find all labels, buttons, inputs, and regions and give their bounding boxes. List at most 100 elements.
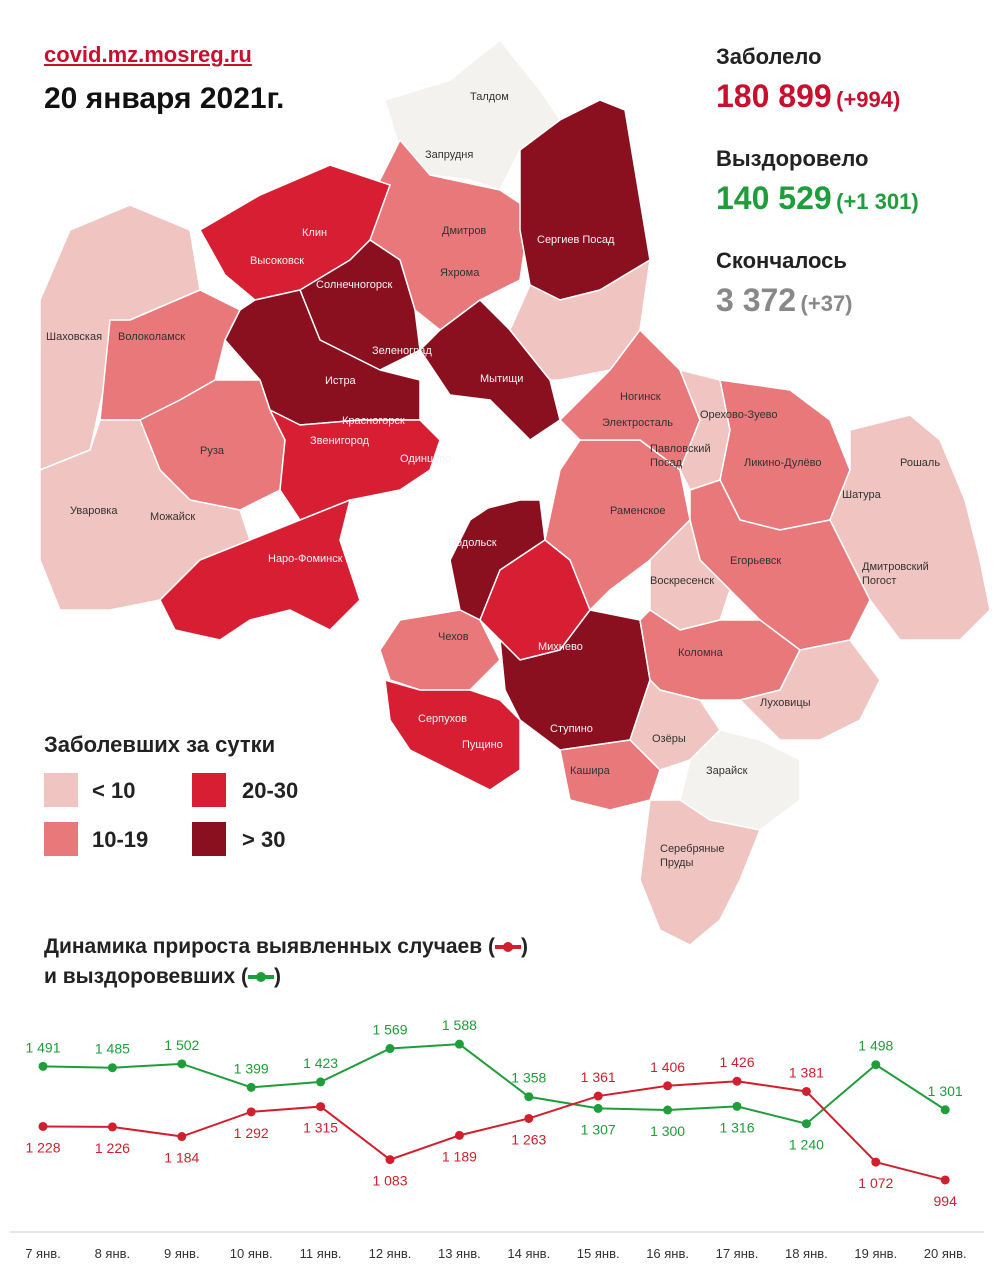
recovered-point: [385, 1044, 395, 1054]
place-label: Серебряные: [660, 843, 725, 855]
infected-data-label: 1 083: [372, 1173, 407, 1189]
chart-title-line1-end: ): [520, 935, 528, 958]
recovered-label: Выздоровело: [716, 146, 869, 171]
died-stat: 3 372 (+37): [716, 282, 853, 319]
place-label: Дмитров: [442, 225, 486, 237]
date-title: 20 января 2021г.: [44, 82, 285, 115]
recovered-data-label: 1 569: [372, 1022, 407, 1038]
place-label: Дмитровский: [862, 561, 929, 573]
place-label: Павловский: [650, 443, 711, 455]
place-label: Пруды: [660, 857, 693, 869]
place-label: Волоколамск: [118, 331, 185, 343]
moscow-region-map: Талдом Запрудня Дмитров Яхрома Сергиев Посад…: [39, 39, 991, 946]
infected-series-line: [42, 1080, 946, 1181]
chart-title-line2-end: ): [273, 965, 281, 988]
place-label: Воскресенск: [650, 575, 714, 587]
x-tick-label: 19 янв.: [854, 1246, 897, 1261]
place-label: Михнево: [538, 641, 583, 653]
new-moscow: [339, 489, 471, 621]
x-tick-label: 15 янв.: [577, 1246, 620, 1261]
place-label: Высоковск: [250, 255, 304, 267]
recovered-point: [732, 1101, 742, 1111]
chart-title-line2: и выздоровевших (: [44, 965, 248, 988]
infected-data-label: 1 184: [164, 1150, 199, 1166]
legend-swatch-lt10: [44, 773, 78, 807]
recovered-series-line: [42, 1043, 946, 1125]
infected-delta: (+994): [836, 87, 901, 112]
x-tick-label: 12 янв.: [369, 1246, 412, 1261]
recovered-data-label: 1 358: [511, 1070, 546, 1086]
chart-title-line1: Динамика прироста выявленных случаев (: [44, 935, 495, 958]
recovered-data-label: 1 491: [25, 1039, 60, 1055]
district-serebryanye-prudy: [639, 799, 761, 946]
district-orekhovo: [719, 379, 851, 531]
place-label: Луховицы: [760, 697, 811, 709]
place-label: Шаховская: [46, 331, 102, 343]
place-label: Орехово-Зуево: [700, 409, 778, 421]
recovered-data-label: 1 399: [234, 1060, 269, 1076]
place-label: Красногорск: [342, 415, 405, 427]
recovered-point: [663, 1105, 673, 1115]
x-tick-label: 7 янв.: [25, 1246, 61, 1261]
x-tick-label: 20 янв.: [924, 1246, 967, 1261]
chart-title: Динамика прироста выявленных случаев () …: [44, 932, 528, 992]
recovered-data-label: 1 588: [442, 1017, 477, 1033]
place-label: Шатура: [842, 489, 882, 501]
place-label: Талдом: [470, 91, 509, 103]
place-label: Можайск: [150, 511, 195, 523]
recovered-point: [940, 1105, 950, 1115]
infected-point: [316, 1102, 326, 1112]
x-tick-label: 16 янв.: [646, 1246, 689, 1261]
recovered-point: [801, 1119, 811, 1129]
recovered-point: [524, 1092, 534, 1102]
legend-swatch-20-30: [192, 773, 226, 807]
place-label: Руза: [200, 445, 225, 457]
legend-swatch-10-19: [44, 822, 78, 856]
infected-point: [38, 1121, 48, 1131]
infected-point: [385, 1155, 395, 1165]
district-ozery: [629, 679, 721, 771]
legend-label-20-30: 20-30: [242, 778, 299, 803]
place-label: Коломна: [678, 647, 724, 659]
district-lukhovitsy: [739, 639, 881, 741]
x-tick-label: 11 янв.: [300, 1246, 342, 1261]
recovered-delta: (+1 301): [836, 189, 919, 214]
infected-data-label: 1 315: [303, 1120, 338, 1136]
place-label: Рошаль: [900, 457, 940, 469]
recovered-point: [593, 1103, 603, 1113]
infected-data-label: 1 228: [25, 1139, 60, 1155]
place-label: Серпухов: [418, 713, 467, 725]
legend-label-10-19: 10-19: [92, 827, 149, 852]
infected-point: [593, 1091, 603, 1101]
x-tick-label: 17 янв.: [716, 1246, 759, 1261]
place-label: Солнечногорск: [316, 279, 392, 291]
place-label: Ликино-Дулёво: [744, 457, 822, 469]
infected-data-label: 1 292: [234, 1125, 269, 1141]
place-label: Егорьевск: [730, 555, 781, 567]
place-label: Посад: [650, 457, 683, 469]
recovered-data-label: 1 307: [581, 1121, 616, 1137]
place-label: Сергиев Посад: [537, 234, 615, 246]
x-tick-label: 10 янв.: [230, 1246, 273, 1261]
source-link[interactable]: covid.mz.mosreg.ru: [44, 42, 252, 67]
place-label: Пущино: [462, 739, 503, 751]
recovered-total: 140 529: [716, 180, 832, 216]
place-label: Ногинск: [620, 391, 661, 403]
place-label: Погост: [862, 575, 896, 587]
infected-point: [177, 1132, 187, 1142]
recovered-data-label: 1 502: [164, 1037, 199, 1053]
district-mytishchi: [419, 299, 561, 441]
x-tick-label: 8 янв.: [95, 1246, 131, 1261]
place-label: Раменское: [610, 505, 666, 517]
recovered-point: [454, 1039, 464, 1049]
infected-data-label: 1 426: [719, 1054, 754, 1070]
infected-point: [732, 1076, 742, 1086]
infected-point: [940, 1175, 950, 1185]
district-schelkovo: [509, 259, 651, 381]
place-label: Уваровка: [70, 505, 118, 517]
infected-total: 180 899: [716, 78, 832, 114]
infected-point: [871, 1157, 881, 1167]
recovered-data-label: 1 240: [789, 1137, 824, 1153]
infected-point: [801, 1086, 811, 1096]
infected-data-label: 1 406: [650, 1059, 685, 1075]
